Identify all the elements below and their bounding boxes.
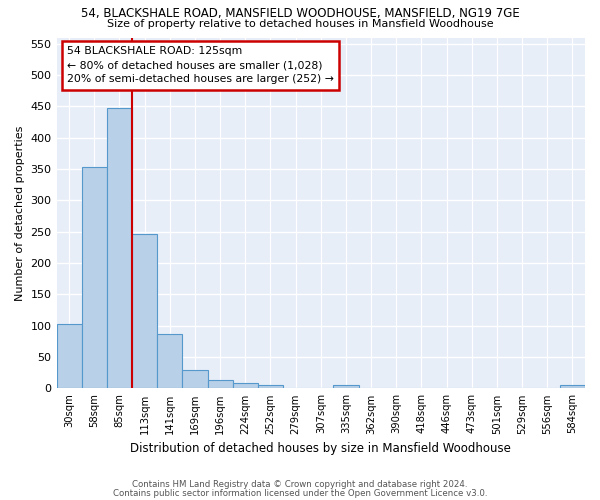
Text: Contains HM Land Registry data © Crown copyright and database right 2024.: Contains HM Land Registry data © Crown c…: [132, 480, 468, 489]
Bar: [157, 334, 182, 388]
Bar: [208, 380, 233, 388]
Text: Size of property relative to detached houses in Mansfield Woodhouse: Size of property relative to detached ho…: [107, 19, 493, 29]
Bar: [258, 386, 283, 388]
Bar: [233, 383, 258, 388]
Text: Contains public sector information licensed under the Open Government Licence v3: Contains public sector information licen…: [113, 488, 487, 498]
Bar: [107, 108, 132, 388]
Bar: [56, 324, 82, 388]
Y-axis label: Number of detached properties: Number of detached properties: [15, 126, 25, 300]
X-axis label: Distribution of detached houses by size in Mansfield Woodhouse: Distribution of detached houses by size …: [130, 442, 511, 455]
Bar: [334, 386, 359, 388]
Text: 54, BLACKSHALE ROAD, MANSFIELD WOODHOUSE, MANSFIELD, NG19 7GE: 54, BLACKSHALE ROAD, MANSFIELD WOODHOUSE…: [80, 8, 520, 20]
Bar: [560, 386, 585, 388]
Bar: [132, 234, 157, 388]
Bar: [182, 370, 208, 388]
Text: 54 BLACKSHALE ROAD: 125sqm
← 80% of detached houses are smaller (1,028)
20% of s: 54 BLACKSHALE ROAD: 125sqm ← 80% of deta…: [67, 46, 334, 84]
Bar: [82, 167, 107, 388]
